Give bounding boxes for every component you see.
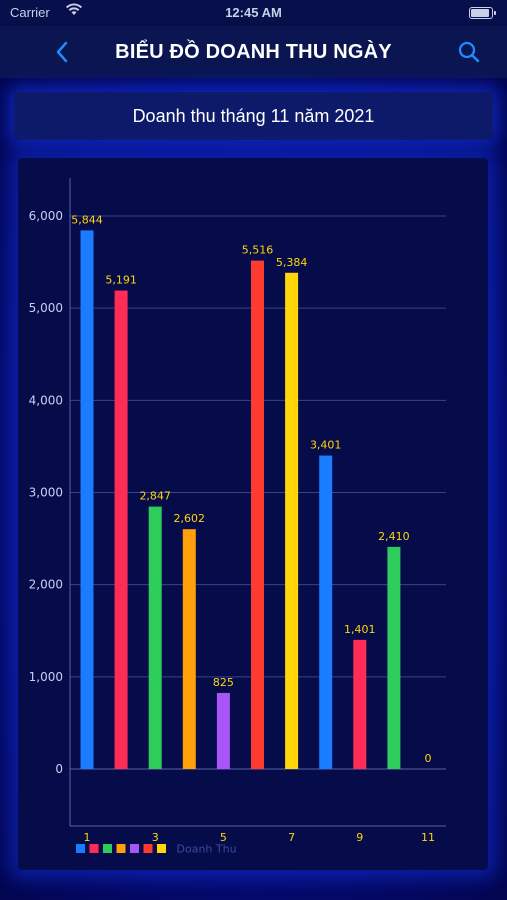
- navigation-bar: BIỂU ĐỒ DOANH THU NGÀY: [0, 26, 507, 78]
- legend-swatch: [89, 844, 99, 853]
- bar-value-label: 5,191: [105, 274, 137, 287]
- wifi-icon: [66, 3, 82, 20]
- chart-subtitle: Doanh thu tháng 11 năm 2021: [132, 106, 375, 126]
- y-tick-label: 5,000: [29, 301, 63, 315]
- legend-swatch: [143, 844, 153, 853]
- battery-icon: [469, 7, 496, 19]
- legend-swatch: [103, 844, 112, 853]
- legend-label: Doanh Thu: [177, 843, 237, 856]
- bar-value-label: 5,516: [242, 244, 274, 257]
- back-button[interactable]: [48, 38, 76, 66]
- bar[interactable]: [319, 455, 333, 769]
- bar-value-label: 5,384: [276, 256, 308, 269]
- bar-value-label: 2,410: [378, 530, 410, 543]
- bar-value-label: 3,401: [310, 439, 342, 452]
- bar[interactable]: [251, 260, 264, 769]
- bar[interactable]: [216, 692, 230, 769]
- y-tick-label: 0: [55, 762, 63, 776]
- bar-value-label: 825: [213, 676, 234, 689]
- x-tick-label: 9: [356, 831, 363, 844]
- subtitle-card: Doanh thu tháng 11 năm 2021: [14, 92, 493, 140]
- x-tick-label: 11: [421, 831, 435, 844]
- legend-swatch: [157, 844, 166, 853]
- legend-swatch: [116, 844, 126, 853]
- bar[interactable]: [387, 546, 401, 769]
- search-button[interactable]: [455, 38, 483, 66]
- x-tick-label: 1: [84, 831, 91, 844]
- bar[interactable]: [182, 529, 196, 769]
- bar-chart: 0 1,000 2,000 3,000 4,000 5,000 6,000 5,844 5,19…: [29, 178, 446, 856]
- bar-value-label: 2,602: [174, 512, 206, 525]
- carrier-label: Carrier: [10, 5, 50, 20]
- x-tick-label: 7: [288, 831, 295, 844]
- bar[interactable]: [148, 506, 162, 769]
- bar-value-label: 1,401: [344, 623, 376, 636]
- search-icon: [458, 41, 480, 63]
- bar-value-label: 5,844: [71, 213, 103, 226]
- page-title: BIỂU ĐỒ DOANH THU NGÀY: [115, 41, 392, 63]
- y-tick-label: 1,000: [29, 670, 63, 684]
- chart-panel: 0 1,000 2,000 3,000 4,000 5,000 6,000 5,844 5,19…: [18, 158, 488, 870]
- bar-value-label: 2,847: [139, 490, 171, 503]
- legend-swatch: [76, 844, 85, 853]
- bar[interactable]: [285, 272, 299, 769]
- x-tick-label: 5: [220, 831, 227, 844]
- y-tick-label: 4,000: [29, 393, 63, 407]
- y-tick-label: 2,000: [29, 578, 63, 592]
- legend-swatch: [130, 844, 139, 853]
- bar-value-label: 0: [425, 752, 432, 765]
- status-time: 12:45 AM: [225, 5, 282, 20]
- status-bar: Carrier 12:45 AM: [0, 0, 507, 26]
- x-tick-label: 3: [152, 831, 159, 844]
- chevron-left-icon: [56, 41, 68, 63]
- bar[interactable]: [80, 230, 94, 769]
- bar[interactable]: [353, 639, 367, 769]
- bar[interactable]: [114, 290, 128, 769]
- y-tick-label: 6,000: [29, 209, 63, 223]
- y-tick-label: 3,000: [29, 486, 63, 500]
